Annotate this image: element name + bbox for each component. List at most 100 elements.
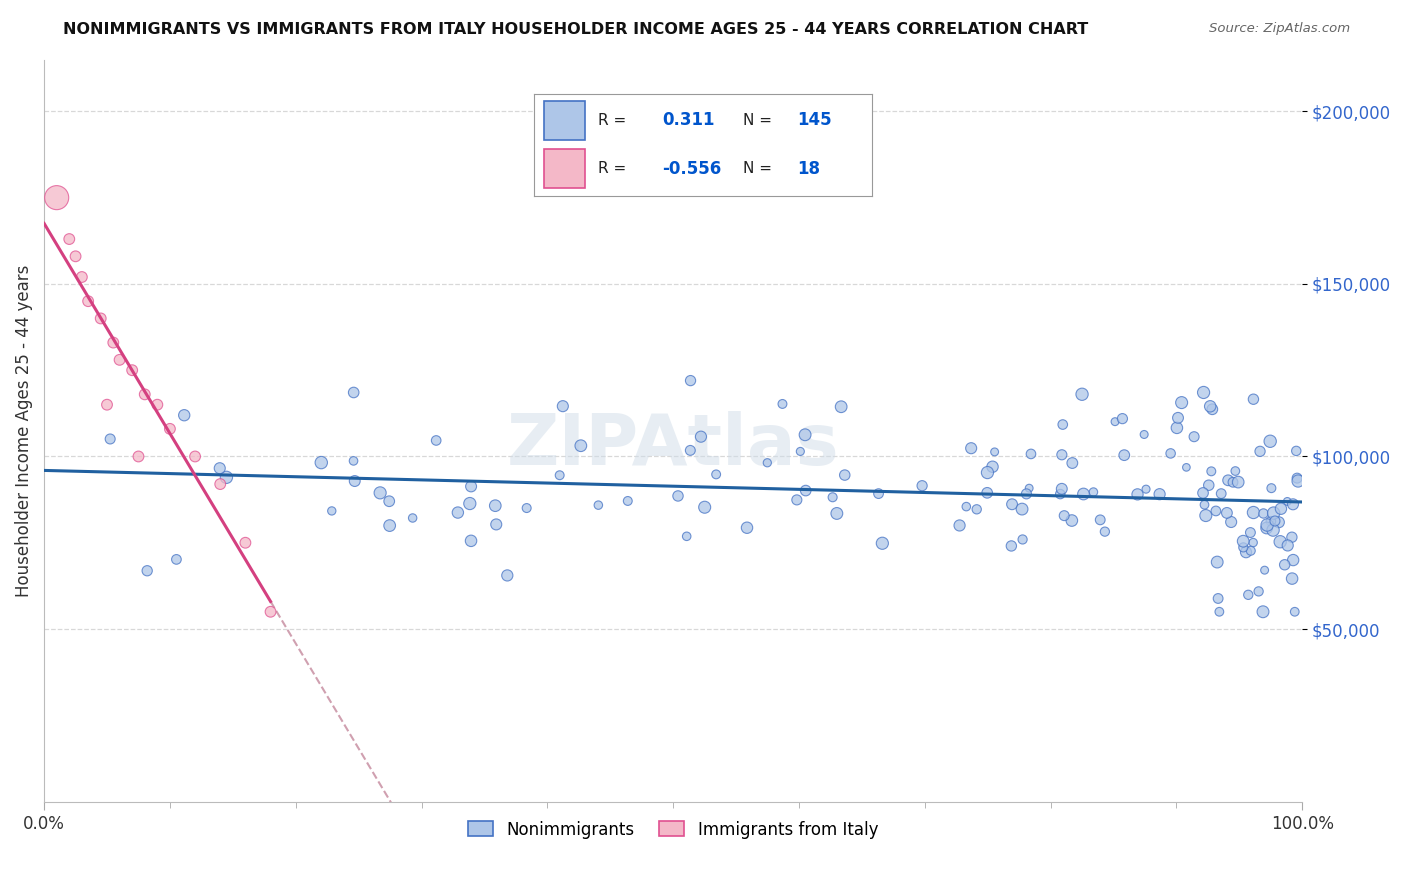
Point bbox=[134, 387, 156, 401]
Point bbox=[209, 477, 232, 491]
Point bbox=[1000, 539, 1022, 553]
Text: ZIPAtlas: ZIPAtlas bbox=[506, 411, 839, 480]
Point bbox=[1135, 482, 1157, 496]
Point bbox=[484, 499, 506, 513]
Point bbox=[1281, 572, 1303, 586]
Text: 18: 18 bbox=[797, 160, 821, 178]
Point bbox=[159, 422, 181, 436]
Point bbox=[981, 459, 1004, 474]
Point bbox=[1211, 486, 1233, 500]
Text: N =: N = bbox=[744, 112, 772, 128]
Point bbox=[1239, 525, 1261, 540]
Point bbox=[1237, 588, 1260, 602]
Point bbox=[1060, 514, 1083, 528]
Point bbox=[1201, 402, 1223, 417]
Point bbox=[1053, 508, 1076, 523]
Point bbox=[1253, 563, 1275, 577]
Point bbox=[1260, 514, 1282, 528]
Point bbox=[1256, 518, 1278, 533]
Point bbox=[1253, 507, 1275, 521]
Point bbox=[948, 518, 970, 533]
Point bbox=[1277, 538, 1299, 552]
Point bbox=[955, 500, 977, 514]
Point bbox=[1263, 506, 1285, 520]
Point bbox=[1062, 456, 1084, 470]
Point bbox=[1286, 471, 1309, 485]
Point bbox=[690, 430, 713, 444]
Point bbox=[1050, 448, 1073, 462]
Point bbox=[666, 489, 689, 503]
Text: NONIMMIGRANTS VS IMMIGRANTS FROM ITALY HOUSEHOLDER INCOME AGES 25 - 44 YEARS COR: NONIMMIGRANTS VS IMMIGRANTS FROM ITALY H… bbox=[63, 22, 1088, 37]
Point bbox=[425, 434, 447, 448]
Point bbox=[1260, 481, 1282, 495]
Point bbox=[127, 450, 149, 464]
Point bbox=[77, 294, 100, 309]
Point bbox=[1052, 417, 1074, 432]
Point bbox=[1192, 385, 1215, 400]
Point bbox=[1277, 494, 1299, 508]
Point bbox=[1270, 534, 1292, 549]
Point bbox=[378, 518, 401, 533]
Point bbox=[1282, 497, 1305, 511]
Point bbox=[65, 249, 87, 263]
Point bbox=[794, 427, 817, 442]
Point bbox=[966, 502, 988, 516]
Point bbox=[343, 474, 366, 488]
Point bbox=[184, 450, 207, 464]
Point bbox=[401, 511, 423, 525]
Point bbox=[1249, 444, 1271, 458]
Point bbox=[1111, 411, 1133, 425]
Point bbox=[1170, 395, 1192, 409]
Point bbox=[1195, 508, 1218, 523]
Point bbox=[496, 568, 519, 582]
Point bbox=[1247, 584, 1270, 599]
Point bbox=[1083, 485, 1105, 500]
Point bbox=[45, 191, 67, 205]
Point bbox=[215, 470, 238, 484]
Point bbox=[735, 521, 758, 535]
Point bbox=[1104, 415, 1126, 429]
Point bbox=[173, 408, 195, 422]
Text: R =: R = bbox=[599, 112, 627, 128]
Point bbox=[1220, 515, 1243, 529]
Point bbox=[1011, 502, 1033, 516]
FancyBboxPatch shape bbox=[544, 101, 585, 140]
Point bbox=[1160, 446, 1182, 460]
Point bbox=[208, 461, 231, 475]
Point bbox=[872, 536, 894, 550]
Point bbox=[1001, 497, 1024, 511]
Point bbox=[569, 439, 592, 453]
Point bbox=[458, 497, 481, 511]
Point bbox=[460, 533, 482, 548]
Point bbox=[693, 500, 716, 515]
Point bbox=[70, 270, 93, 285]
Point bbox=[1071, 387, 1094, 401]
Point bbox=[321, 504, 343, 518]
Point bbox=[1240, 543, 1263, 558]
Point bbox=[1019, 447, 1042, 461]
Point bbox=[679, 443, 702, 458]
FancyBboxPatch shape bbox=[544, 149, 585, 188]
Text: -0.556: -0.556 bbox=[662, 160, 721, 178]
Point bbox=[1256, 521, 1278, 535]
Point bbox=[983, 445, 1005, 459]
Point bbox=[794, 483, 817, 498]
Point bbox=[1282, 553, 1305, 567]
Point bbox=[1018, 481, 1040, 495]
Point bbox=[378, 494, 401, 508]
Point bbox=[1281, 530, 1303, 544]
Point bbox=[1222, 475, 1244, 490]
Legend: Nonimmigrants, Immigrants from Italy: Nonimmigrants, Immigrants from Italy bbox=[461, 814, 884, 846]
Point bbox=[485, 517, 508, 532]
Point bbox=[1216, 506, 1239, 520]
Point bbox=[136, 564, 159, 578]
Point bbox=[1264, 514, 1286, 528]
Point bbox=[786, 492, 808, 507]
Point bbox=[1227, 475, 1250, 489]
Point bbox=[548, 468, 571, 483]
Point bbox=[588, 498, 610, 512]
Point bbox=[108, 352, 131, 367]
Point bbox=[1114, 448, 1136, 462]
Point bbox=[551, 399, 574, 413]
Point bbox=[58, 232, 80, 246]
